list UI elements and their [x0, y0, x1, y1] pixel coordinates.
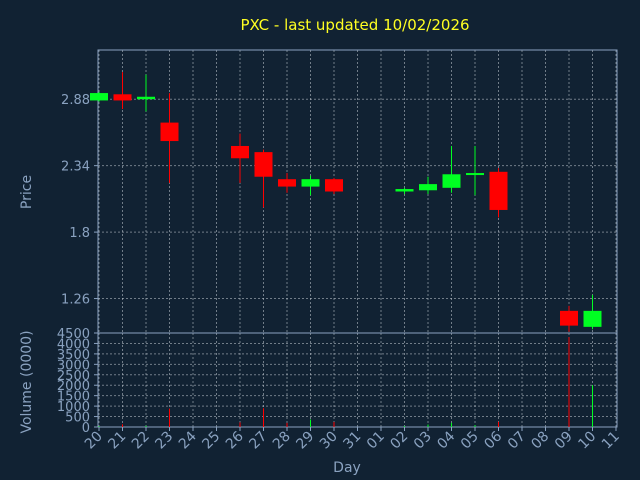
price-panel: 2.88 2.34 1.8 1.26	[61, 49, 618, 334]
x-tick-label: 29	[293, 429, 317, 453]
x-tick-label: 28	[270, 429, 294, 453]
x-tick-label: 30	[317, 429, 341, 453]
candle-body	[90, 93, 108, 101]
volume-axis-label: Volume (0000)	[19, 330, 35, 433]
candle-body	[583, 310, 602, 327]
candle-body	[160, 122, 179, 142]
volume-tick-label: 0	[82, 421, 90, 436]
volume-tick-label: 500	[65, 411, 90, 426]
price-tick-label: 2.34	[61, 160, 90, 175]
volume-tick-label: 3500	[57, 348, 90, 363]
volume-tick-label: 3000	[57, 358, 90, 373]
volume-plot-frame	[97, 332, 618, 428]
x-axis-label: Day	[333, 460, 361, 476]
x-tick-label: 03	[411, 429, 435, 453]
x-tick-label: 31	[340, 429, 364, 453]
price-tick-label: 1.8	[69, 226, 90, 241]
candle-body	[395, 189, 414, 192]
candle-body	[301, 179, 320, 187]
x-axis: 20 21 22 23 24 25 26 27 28 29 30 31 01 02 03 04 05 06 07 08…	[82, 427, 623, 452]
x-tick-label: 21	[105, 429, 129, 453]
price-axis-label: Price	[19, 175, 35, 209]
price-tick-label: 1.26	[61, 293, 90, 308]
candle-body	[231, 145, 249, 159]
volume-tick-label: 2000	[57, 379, 90, 394]
x-tick-label: 11	[599, 429, 623, 453]
volume-tick-label: 1000	[57, 400, 90, 415]
candle-body	[560, 310, 578, 326]
chart-title: PXC - last updated 10/02/2026	[240, 16, 469, 34]
x-tick-label: 26	[223, 428, 247, 452]
x-tick-label: 09	[552, 429, 576, 453]
candle-body	[442, 174, 461, 188]
x-tick-label: 01	[364, 429, 388, 453]
candle-body	[278, 179, 296, 187]
x-tick-label: 25	[199, 429, 223, 453]
volume-tick-label: 1500	[57, 390, 90, 405]
candle-body	[113, 94, 132, 101]
x-tick-label: 07	[505, 429, 529, 453]
x-tick-label: 06	[481, 428, 505, 452]
candle-body	[466, 173, 484, 176]
x-tick-label: 05	[458, 429, 482, 453]
candle-body	[419, 184, 437, 191]
x-tick-label: 22	[129, 429, 153, 453]
price-tick-label: 2.88	[61, 93, 90, 108]
volume-tick-label: 2500	[57, 369, 90, 384]
x-tick-label: 27	[246, 429, 270, 453]
candle-body	[489, 171, 508, 210]
x-tick-label: 04	[434, 428, 458, 452]
x-tick-label: 10	[575, 429, 599, 453]
candle-body	[137, 96, 155, 100]
x-tick-label: 24	[176, 428, 200, 452]
candle-body	[254, 152, 273, 177]
x-tick-label: 23	[152, 429, 176, 453]
x-tick-label: 02	[387, 429, 411, 453]
volume-tick-label: 4500	[57, 327, 90, 342]
x-tick-label: 08	[528, 429, 552, 453]
volume-tick-label: 4000	[57, 337, 90, 352]
candle-body	[325, 179, 343, 192]
